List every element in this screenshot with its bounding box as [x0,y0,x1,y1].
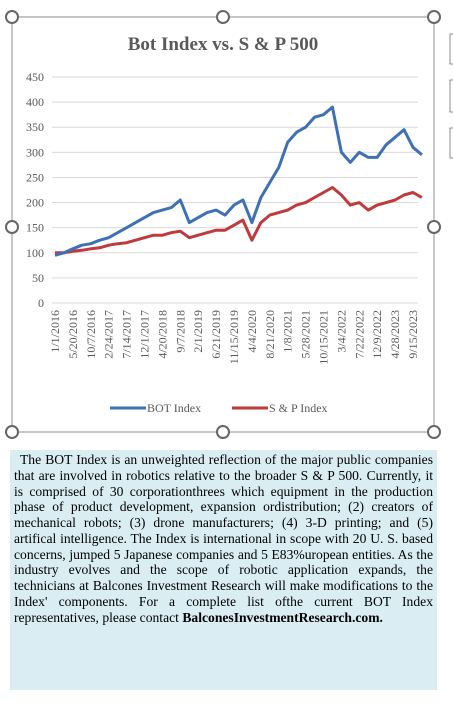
legend-label: BOT Index [147,401,201,415]
x-tick-label: 2/1/2019 [191,310,205,353]
series-line [54,105,423,257]
y-tick-label: 150 [26,221,44,235]
y-tick-label: 100 [26,246,44,260]
x-tick-label: 5/28/2021 [299,310,313,359]
x-tick-label: 10/7/2016 [84,310,98,359]
y-tick-label: 450 [26,70,44,84]
y-tick-label: 0 [38,296,44,310]
x-tick-label: 9/15/2023 [406,310,420,359]
x-tick-label: 4/20/2018 [155,310,169,359]
x-tick-label: 7/14/2017 [120,310,134,359]
x-tick-label: 8/21/2020 [263,310,277,359]
x-tick-label: 9/7/2018 [173,310,187,353]
x-tick-label: 4/4/2020 [245,310,259,353]
x-tick-label: 11/15/2019 [227,310,241,364]
chart: Bot Index vs. S & P 500 0 50 100 150 200 250 3… [5,10,453,439]
x-tick-label: 6/21/2019 [209,310,223,359]
selection-handles[interactable] [5,10,441,439]
chart-frame [11,16,435,433]
side-fragments [449,33,453,159]
y-tick-label: 200 [26,196,44,210]
chart-title: Bot Index vs. S & P 500 [128,34,319,55]
x-tick-label: 1/8/2021 [281,310,295,353]
text-box: The BOT Index is an unweighted reflectio… [10,450,437,690]
description: The BOT Index is an unweighted reflectio… [14,452,433,625]
x-tick-label: 7/22/2022 [352,310,366,359]
y-tick-label: 400 [26,95,44,109]
x-tick-label: 12/1/2017 [138,310,152,359]
x-tick-label: 1/1/2016 [48,310,62,353]
x-tick-label: 2/24/2017 [102,310,116,359]
y-tick-label: 300 [26,145,44,159]
x-tick-label: 4/28/2023 [388,310,402,359]
legend-label: S & P Index [269,401,328,415]
x-tick-label: 10/15/2021 [317,310,331,365]
y-tick-label: 350 [26,120,44,134]
x-tick-label: 5/20/2016 [66,310,80,359]
link: BalconesInvestmentResearch.com. [182,609,383,625]
y-tick-label: 50 [32,271,44,285]
series-line [55,186,423,255]
x-tick-label: 12/9/2022 [370,310,384,359]
x-tick-label: 3/4/2022 [334,310,348,353]
y-tick-label: 250 [26,170,44,184]
